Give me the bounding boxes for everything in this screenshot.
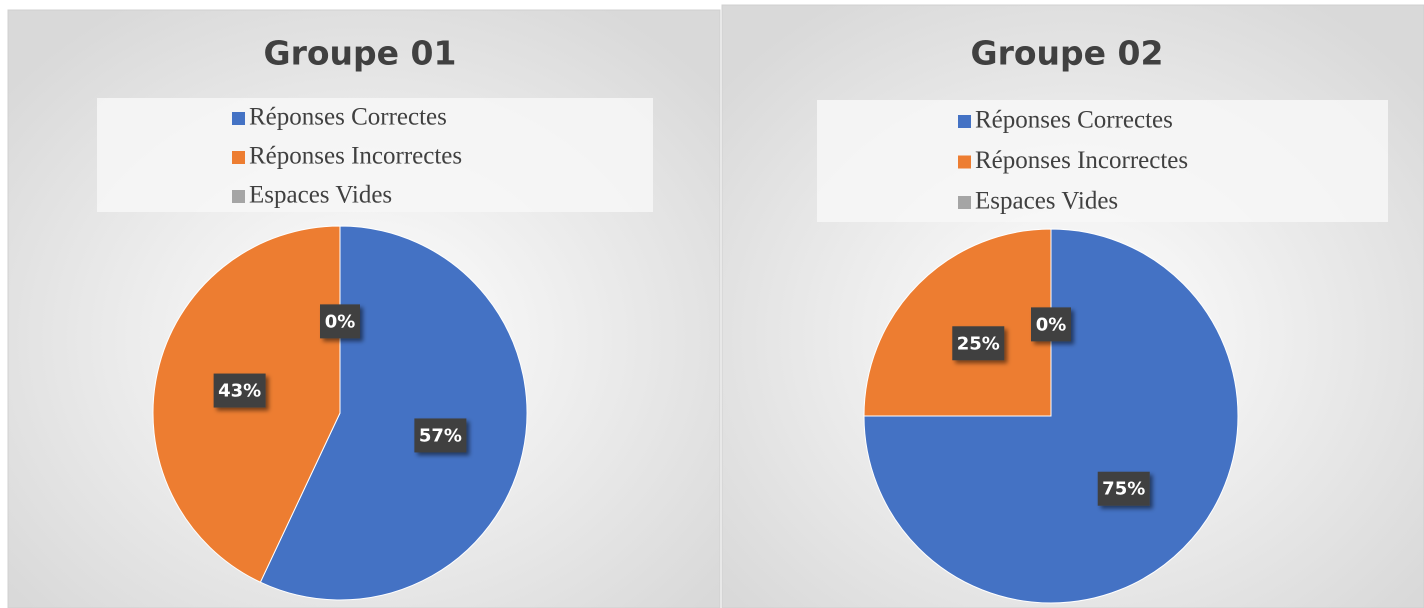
data-label-bg xyxy=(320,304,360,339)
data-label-bg xyxy=(414,418,467,453)
legend-label: Réponses Correctes xyxy=(975,107,1173,134)
data-label-bg xyxy=(213,373,266,408)
legend-label: Espaces Vides xyxy=(249,182,392,209)
data-label-bg xyxy=(952,326,1005,361)
pie-slice xyxy=(259,225,528,601)
data-label-bg xyxy=(1031,307,1071,342)
legend-label: Réponses Correctes xyxy=(249,104,447,131)
legend-box xyxy=(817,100,1388,222)
data-label: 0% xyxy=(1036,314,1067,335)
legend-swatch xyxy=(232,190,245,203)
data-label: 57% xyxy=(419,425,462,446)
legend-label: Espaces Vides xyxy=(975,188,1118,215)
data-label: 75% xyxy=(1102,479,1145,500)
data-label: 43% xyxy=(218,381,261,402)
legend-label: Réponses Incorrectes xyxy=(249,143,462,170)
legend-swatch xyxy=(958,196,971,209)
legend-swatch xyxy=(232,151,245,164)
legend-box xyxy=(97,98,653,212)
pie-slice xyxy=(863,228,1052,417)
chart-title: Groupe 01 xyxy=(264,34,457,73)
data-label-bg xyxy=(1097,471,1150,506)
legend-swatch xyxy=(232,112,245,125)
legend-swatch xyxy=(958,155,971,169)
legend-label: Réponses Incorrectes xyxy=(975,147,1188,174)
data-label: 25% xyxy=(957,333,1000,354)
chart-title: Groupe 02 xyxy=(971,34,1164,73)
data-label: 0% xyxy=(325,311,356,332)
legend-swatch xyxy=(958,115,971,128)
